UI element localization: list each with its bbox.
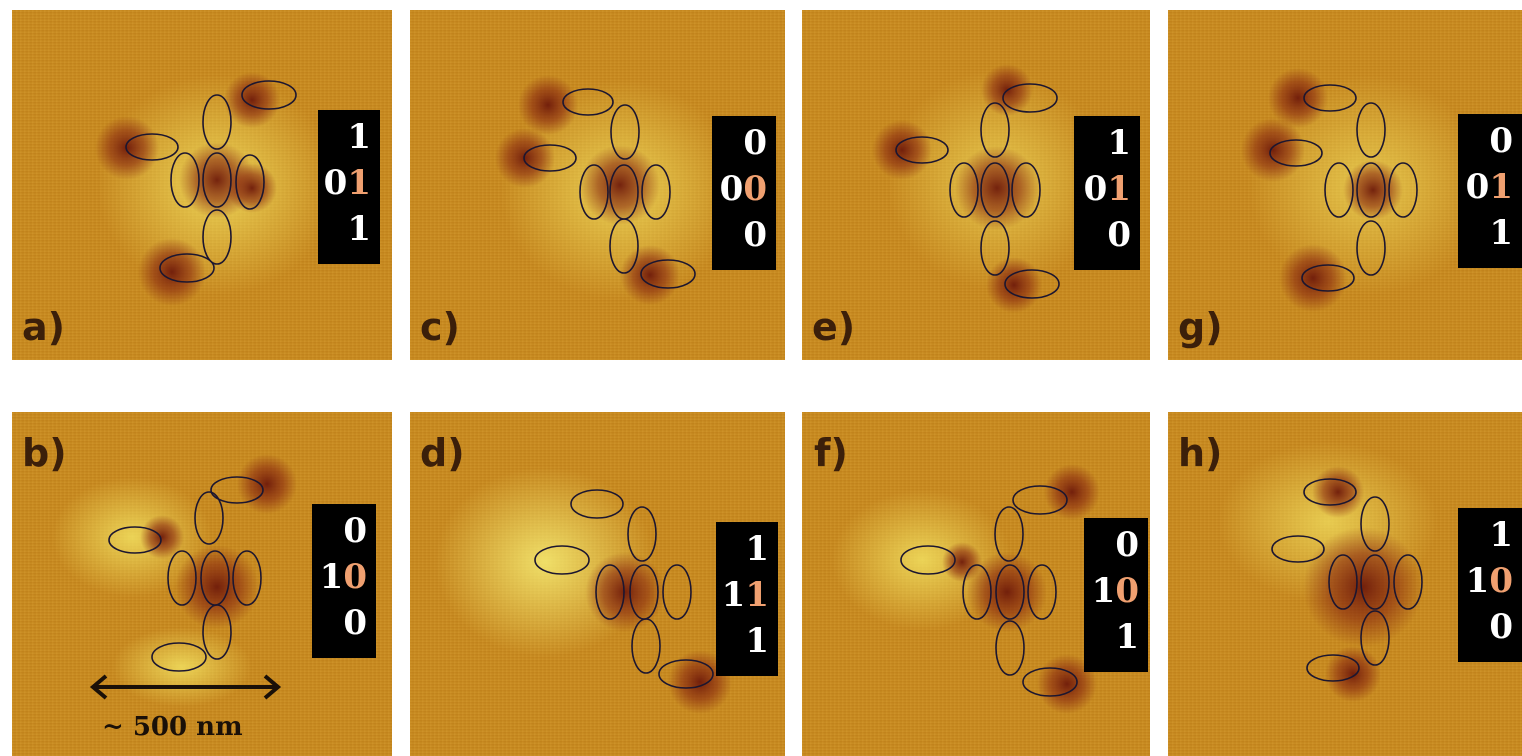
panel-h: h) 1 10 0 xyxy=(1168,412,1522,756)
panel-label: d) xyxy=(420,431,465,475)
panel-e: e) 1 01 0 xyxy=(802,10,1150,360)
bit-code-box: 1 01 1 xyxy=(318,110,380,264)
bit-row-middle: 10 xyxy=(319,557,367,597)
afm-image-e xyxy=(872,64,1107,313)
bit-row-top: 1 xyxy=(745,529,769,569)
panel-label: g) xyxy=(1178,305,1223,349)
scale-bar-arrow xyxy=(89,674,282,700)
panel-b: b) 0 10 0 xyxy=(12,412,392,756)
highlighted-bit: 0 xyxy=(1489,561,1513,601)
afm-image-b xyxy=(52,454,297,707)
highlighted-bit: 1 xyxy=(1107,169,1131,209)
bit-row-bottom: 1 xyxy=(745,621,769,661)
bit-row-top: 1 xyxy=(1489,515,1513,555)
bit-code-box: 0 01 1 xyxy=(1458,114,1522,268)
bit-row-middle: 01 xyxy=(323,163,371,203)
panel-f: f) 0 10 1 xyxy=(802,412,1150,756)
bit-code-box: 0 10 1 xyxy=(1084,518,1148,672)
panel-a: a) 1 01 1 xyxy=(12,10,392,360)
afm-image-g xyxy=(1241,68,1488,312)
bit-row-top: 1 xyxy=(347,117,371,157)
panel-label: b) xyxy=(22,431,67,475)
highlighted-bit: 1 xyxy=(347,163,371,203)
bit-row-top: 0 xyxy=(1489,121,1513,161)
bit-row-top: 0 xyxy=(343,511,367,551)
bit-code-box: 0 00 0 xyxy=(712,116,776,270)
bit-row-bottom: 1 xyxy=(1489,213,1513,253)
panel-label: h) xyxy=(1178,431,1223,475)
bit-row-middle: 01 xyxy=(1465,167,1513,207)
bit-row-middle: 10 xyxy=(1091,571,1139,611)
bit-row-bottom: 1 xyxy=(1115,617,1139,657)
bit-code-box: 0 10 0 xyxy=(312,504,376,658)
highlighted-bit: 0 xyxy=(743,169,767,209)
panel-label: a) xyxy=(22,305,66,349)
afm-image-d xyxy=(435,467,732,714)
panel-c: c) 0 00 0 xyxy=(410,10,785,360)
afm-image-h xyxy=(1218,442,1438,702)
panel-label: e) xyxy=(812,305,856,349)
bit-row-bottom: 0 xyxy=(1107,215,1131,255)
highlighted-bit: 1 xyxy=(745,575,769,615)
bit-row-bottom: 0 xyxy=(1489,607,1513,647)
bit-row-top: 1 xyxy=(1107,123,1131,163)
bit-row-middle: 01 xyxy=(1083,169,1131,209)
afm-image-c xyxy=(495,75,740,305)
scale-bar-label: ~ 500 nm xyxy=(102,712,243,742)
bit-code-box: 1 10 0 xyxy=(1458,508,1522,662)
highlighted-bit: 0 xyxy=(1115,571,1139,611)
panel-d: d) 1 11 1 xyxy=(410,412,785,756)
highlighted-bit: 0 xyxy=(343,557,367,597)
panel-g: g) 0 01 1 xyxy=(1168,10,1522,360)
bit-code-box: 1 01 0 xyxy=(1074,116,1140,270)
panel-label: c) xyxy=(420,305,460,349)
bit-row-bottom: 1 xyxy=(347,209,371,249)
highlighted-bit: 1 xyxy=(1489,167,1513,207)
afm-image-f xyxy=(832,464,1100,714)
bit-row-middle: 10 xyxy=(1465,561,1513,601)
bit-code-box: 1 11 1 xyxy=(716,522,778,676)
panel-label: f) xyxy=(814,431,848,475)
bit-row-bottom: 0 xyxy=(743,215,767,255)
afm-image-a xyxy=(95,72,337,306)
bit-row-bottom: 0 xyxy=(343,603,367,643)
bit-row-top: 0 xyxy=(743,123,767,163)
bit-row-middle: 00 xyxy=(719,169,767,209)
bit-row-top: 0 xyxy=(1115,525,1139,565)
bit-row-middle: 11 xyxy=(721,575,769,615)
